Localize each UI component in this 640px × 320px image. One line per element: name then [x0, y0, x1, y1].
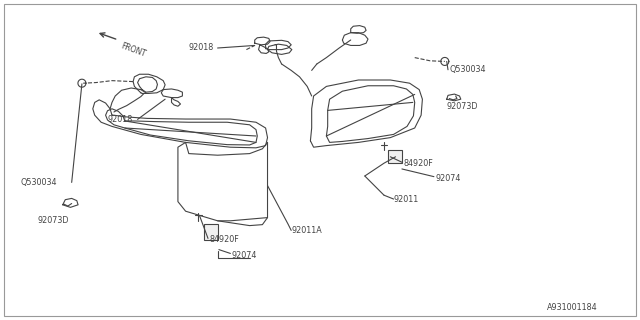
Text: Q530034: Q530034	[20, 178, 57, 187]
Text: 92074: 92074	[435, 174, 461, 183]
FancyBboxPatch shape	[388, 150, 402, 163]
Text: 92018: 92018	[189, 44, 214, 52]
Text: 92074: 92074	[232, 251, 257, 260]
Text: 84920F: 84920F	[209, 235, 239, 244]
Text: 92073D: 92073D	[37, 216, 68, 225]
FancyBboxPatch shape	[204, 224, 218, 240]
Text: 92073D: 92073D	[447, 102, 478, 111]
Text: Q530034: Q530034	[449, 65, 486, 74]
Text: FRONT: FRONT	[120, 42, 147, 59]
Text: 92011A: 92011A	[291, 226, 322, 235]
Text: 92011: 92011	[394, 196, 419, 204]
Text: A931001184: A931001184	[547, 303, 598, 312]
Text: 84920F: 84920F	[403, 159, 433, 168]
Text: 92018: 92018	[108, 115, 132, 124]
